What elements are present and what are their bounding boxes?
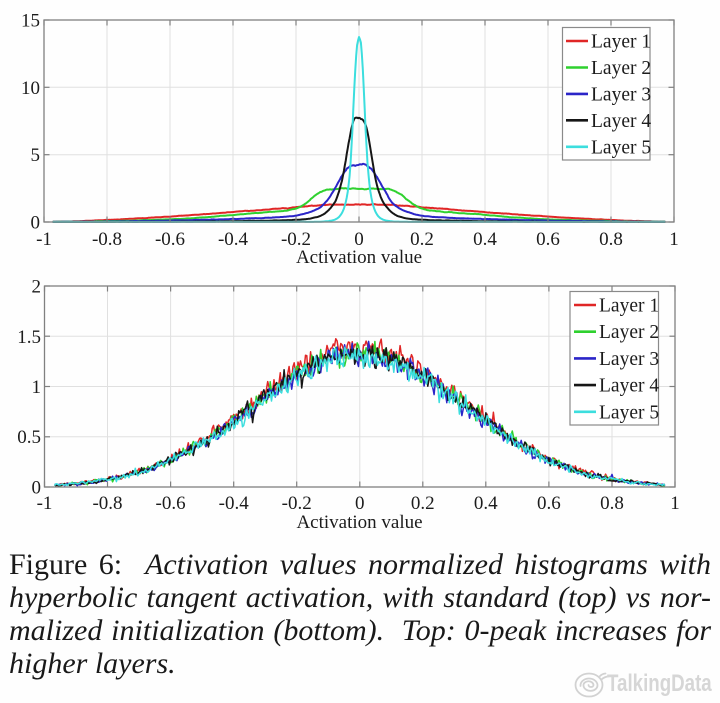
svg-text:-0.2: -0.2 — [281, 229, 311, 250]
svg-text:1: 1 — [669, 229, 679, 250]
svg-text:Activation value: Activation value — [296, 247, 422, 268]
svg-text:1: 1 — [670, 493, 680, 514]
svg-text:-1: -1 — [37, 493, 53, 514]
svg-text:0: 0 — [31, 213, 41, 234]
svg-text:Layer 2: Layer 2 — [591, 58, 651, 79]
svg-text:-0.2: -0.2 — [282, 493, 312, 514]
svg-text:10: 10 — [21, 78, 40, 99]
svg-text:Layer 3: Layer 3 — [591, 84, 651, 105]
svg-text:0.8: 0.8 — [600, 493, 624, 514]
svg-text:-0.6: -0.6 — [156, 493, 186, 514]
svg-text:-0.4: -0.4 — [218, 229, 249, 250]
svg-text:Layer 3: Layer 3 — [599, 349, 659, 370]
svg-text:Layer 2: Layer 2 — [599, 322, 659, 343]
svg-text:0: 0 — [32, 478, 42, 499]
svg-text:0.8: 0.8 — [599, 229, 623, 250]
svg-text:Activation value: Activation value — [296, 512, 422, 533]
svg-text:Layer 4: Layer 4 — [591, 111, 651, 132]
svg-text:0.2: 0.2 — [410, 229, 434, 250]
svg-text:1.5: 1.5 — [17, 327, 41, 348]
svg-text:0.4: 0.4 — [473, 229, 497, 250]
svg-text:-0.4: -0.4 — [219, 493, 250, 514]
svg-text:0.4: 0.4 — [474, 493, 498, 514]
svg-text:0.6: 0.6 — [537, 493, 561, 514]
svg-text:1: 1 — [32, 377, 42, 398]
svg-text:-1: -1 — [36, 229, 52, 250]
svg-text:0.6: 0.6 — [536, 229, 560, 250]
svg-text:-0.6: -0.6 — [155, 229, 185, 250]
svg-text:Layer 5: Layer 5 — [591, 137, 651, 158]
svg-text:Layer 5: Layer 5 — [599, 402, 659, 423]
svg-text:Layer 4: Layer 4 — [599, 376, 659, 397]
svg-text:0.2: 0.2 — [411, 493, 435, 514]
svg-text:Layer 1: Layer 1 — [591, 32, 651, 53]
svg-text:5: 5 — [31, 145, 41, 166]
svg-text:-0.8: -0.8 — [92, 493, 122, 514]
svg-text:15: 15 — [21, 11, 40, 32]
svg-text:2: 2 — [32, 277, 42, 298]
svg-text:-0.8: -0.8 — [92, 229, 122, 250]
svg-text:Layer 1: Layer 1 — [599, 296, 659, 317]
svg-text:0.5: 0.5 — [17, 427, 41, 448]
svg-text:0: 0 — [355, 493, 365, 514]
svg-text:0: 0 — [354, 229, 364, 250]
